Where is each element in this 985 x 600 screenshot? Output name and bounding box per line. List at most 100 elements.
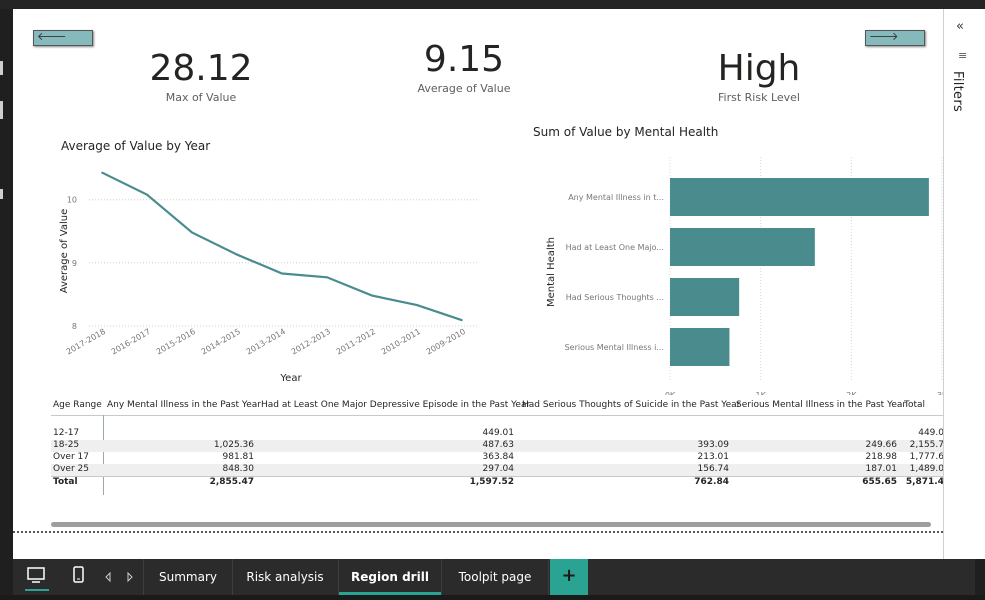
table-cell: 848.30: [222, 464, 255, 474]
table-cell: 2,855.47: [209, 477, 254, 487]
data-point: [461, 319, 463, 321]
table-cell: 249.66: [865, 440, 898, 450]
table-row: 18-25 1,025.36 487.63 393.09 249.66 2,155.7: [51, 440, 944, 452]
line-chart[interactable]: 8 9 10 2017-2018 2016-2017 2015-2016 2014-2015…: [49, 159, 485, 384]
kpi-label: Average of Value: [417, 82, 511, 95]
next-page-icon[interactable]: [123, 559, 137, 595]
row-label: 12-17: [53, 428, 80, 438]
table-cell: 449.01: [482, 428, 515, 438]
table-cell: 156.74: [697, 464, 730, 474]
phone-icon[interactable]: [68, 559, 90, 595]
table-cell: 1,597.52: [469, 477, 514, 487]
y-tick-label: 10: [67, 196, 77, 205]
filters-label: Filters: [950, 71, 965, 113]
kpi-value: 28.12: [149, 48, 253, 89]
kpi-label: Max of Value: [165, 91, 237, 104]
x-tick-label: 2017-2018: [65, 327, 107, 357]
add-page-button[interactable]: +: [550, 559, 588, 595]
table-cell: 2,155.7: [909, 440, 944, 450]
y-tick-label: Had Serious Thoughts ...: [566, 293, 664, 302]
y-axis-title: Average of Value: [59, 209, 70, 294]
table-cell: 1,777.6: [909, 452, 944, 462]
page-tab-bar: Summary Risk analysis Region drill Toolp…: [13, 559, 975, 595]
kpi-max-value: 28.12 Max of Value: [101, 48, 301, 105]
y-tick-label: Any Mental Illness in t...: [568, 193, 664, 202]
table-cell: 1,025.36: [213, 440, 254, 450]
bar: [670, 178, 929, 216]
desktop-icon[interactable]: [21, 559, 53, 595]
tab-toolpit-page[interactable]: Toolpit page: [442, 559, 549, 595]
x-tick-label: 2016-2017: [110, 327, 152, 357]
table-cell: 187.01: [865, 464, 898, 474]
left-marker: [0, 61, 3, 75]
table-cell: 213.01: [697, 452, 730, 462]
row-label: Over 25: [53, 464, 89, 474]
horizontal-scrollbar[interactable]: [51, 522, 931, 527]
report-canvas: 🡐 🡒 28.12 Max of Value 9.15 Average of V…: [13, 9, 944, 559]
x-tick-label: 3K: [937, 391, 943, 395]
filter-icon: ≡: [958, 49, 968, 62]
collapse-icon[interactable]: «: [956, 19, 964, 34]
table-cell: 393.09: [697, 440, 730, 450]
bar: [670, 328, 730, 366]
column-header[interactable]: Total: [904, 400, 926, 410]
data-point: [146, 193, 148, 196]
left-marker: [0, 101, 3, 119]
x-tick-label: 2011-2012: [335, 327, 377, 357]
tab-risk-analysis[interactable]: Risk analysis: [232, 559, 339, 595]
x-tick-label: 2010-2011: [380, 327, 422, 357]
row-label: Total: [53, 477, 78, 487]
tab-summary[interactable]: Summary: [143, 559, 233, 595]
column-header[interactable]: Age Range: [53, 400, 102, 410]
column-header[interactable]: Had Serious Thoughts of Suicide in the P…: [522, 400, 741, 410]
kpi-average-value: 9.15 Average of Value: [364, 40, 564, 96]
table-cell: 449.0: [918, 428, 944, 438]
prev-page-icon[interactable]: [101, 559, 115, 595]
back-nav-button[interactable]: 🡐: [33, 30, 93, 46]
table-cell: 487.63: [482, 440, 515, 450]
arrow-left-icon: 🡐: [37, 30, 67, 43]
left-strip: [0, 9, 13, 559]
column-header[interactable]: Serious Mental Illness in the Past Year: [736, 400, 907, 410]
x-tick-label: 2009-2010: [425, 327, 467, 357]
top-bar: [0, 0, 985, 9]
kpi-value: High: [717, 48, 801, 89]
page-divider: [13, 531, 943, 533]
bar-chart-title: Sum of Value by Mental Health: [533, 125, 719, 139]
data-point: [281, 272, 283, 275]
y-axis-title: Mental Health: [546, 237, 557, 307]
x-tick-label: 2014-2015: [200, 327, 242, 357]
y-tick-label: 9: [72, 259, 77, 268]
table-cell: 5,871.4: [905, 477, 944, 487]
table-cell: 297.04: [482, 464, 515, 474]
x-tick-label: 1K: [755, 391, 766, 395]
left-marker: [0, 189, 3, 199]
bar-chart[interactable]: 0K 1K 2K 3K Any Mental Illness in t... Had at…: [528, 145, 943, 395]
line-chart-title: Average of Value by Year: [61, 139, 211, 153]
data-point: [191, 231, 193, 234]
column-header[interactable]: Had at Least One Major Depressive Episod…: [261, 400, 531, 410]
data-point: [326, 276, 328, 279]
table-cell: 363.84: [482, 452, 515, 462]
x-tick-label: 2012-2013: [290, 327, 332, 357]
bar: [670, 278, 740, 316]
table-cell: 762.84: [694, 477, 729, 487]
data-point: [416, 304, 418, 306]
tab-region-drill[interactable]: Region drill: [339, 559, 442, 595]
y-tick-label: Had at Least One Majo...: [566, 243, 664, 252]
table-cell: 218.98: [865, 452, 898, 462]
filters-pane[interactable]: « ≡ Filters: [943, 9, 985, 559]
y-tick-label: 8: [72, 322, 77, 331]
series-line: [101, 171, 463, 322]
table-row: Over 25 848.30 297.04 156.74 187.01 1,489.0: [51, 464, 944, 476]
data-point: [371, 294, 373, 297]
column-header[interactable]: Any Mental Illness in the Past Year: [107, 400, 261, 410]
x-tick-label: 2K: [846, 391, 857, 395]
table-cell: 655.65: [862, 477, 897, 487]
bar: [670, 228, 815, 266]
x-tick-label: 2013-2014: [245, 327, 287, 357]
forward-nav-button[interactable]: 🡒: [865, 30, 925, 46]
arrow-right-icon: 🡒: [869, 30, 899, 43]
kpi-first-risk-level: High First Risk Level: [659, 48, 859, 105]
data-point: [101, 171, 103, 174]
